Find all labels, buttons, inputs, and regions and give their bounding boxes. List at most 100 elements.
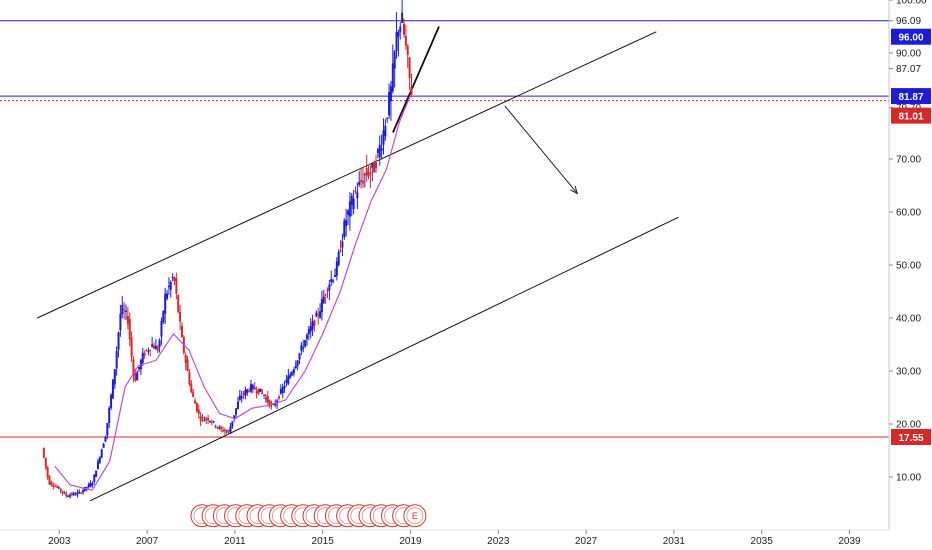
event-markers: E <box>190 504 427 528</box>
candle-body <box>406 46 409 55</box>
x-tick-label: 2039 <box>838 536 861 547</box>
candle-body <box>287 375 290 385</box>
candle-body <box>115 350 118 369</box>
y-tick-label: 10.00 <box>896 473 921 484</box>
candle-body <box>250 384 253 392</box>
candle-body <box>188 372 191 385</box>
candle-body <box>130 338 133 357</box>
candle-body <box>76 492 79 495</box>
candle-body <box>345 220 348 227</box>
x-tick-label: 2007 <box>136 536 159 547</box>
candle-body <box>128 318 131 340</box>
candle-body <box>291 372 294 375</box>
candle-body <box>240 396 243 399</box>
x-tick-label: 2011 <box>224 536 246 547</box>
candle-body <box>57 487 60 489</box>
candle-body <box>347 210 350 215</box>
x-tick-label: 2027 <box>575 536 598 547</box>
candle-body <box>162 310 165 323</box>
candle-body <box>281 387 284 393</box>
candle-body <box>111 379 114 399</box>
candle-body <box>63 492 66 494</box>
candle-body <box>89 482 92 487</box>
candle-body <box>274 403 277 406</box>
candle-body <box>186 359 189 372</box>
candle-body <box>391 63 394 92</box>
candle-body <box>48 476 51 485</box>
trend-lines <box>37 26 679 502</box>
candle-body <box>65 493 68 496</box>
y-tick-label: 87.07 <box>896 64 921 75</box>
candle-body <box>141 352 144 363</box>
candle-body <box>360 179 363 182</box>
candle-body <box>171 277 174 279</box>
candle-body <box>42 447 45 458</box>
candle-body <box>233 415 236 420</box>
candle-body <box>333 275 336 278</box>
candle-body <box>117 332 120 350</box>
candle-body <box>317 314 320 316</box>
candle-body <box>410 87 413 95</box>
candle-body <box>145 349 148 351</box>
candle-body <box>229 426 232 434</box>
candle-body <box>356 192 359 199</box>
candle-body <box>253 387 256 390</box>
candle-body <box>285 379 288 383</box>
candle-body <box>110 394 113 408</box>
candle-body <box>395 32 398 52</box>
candle-body <box>44 457 47 468</box>
projection-arrow <box>504 105 579 195</box>
event-marker-ring <box>406 507 424 525</box>
candle-body <box>216 426 219 428</box>
candle-body <box>195 402 198 412</box>
candle-body <box>386 117 389 119</box>
y-tick-label: 90.00 <box>896 49 921 60</box>
candle-body <box>382 130 385 145</box>
candle-body <box>361 180 364 184</box>
candle-body <box>197 409 200 414</box>
candle-body <box>82 490 85 493</box>
candle-body <box>121 304 124 315</box>
candle-body <box>156 347 159 352</box>
candle-body <box>91 483 94 486</box>
price-badge-label-0: 96.00 <box>898 33 923 44</box>
candle-body <box>220 427 223 429</box>
candle-body <box>167 285 170 288</box>
candle-body <box>298 353 301 360</box>
candle-body <box>203 419 206 422</box>
y-tick-label: 70.00 <box>896 155 921 166</box>
candle-body <box>184 355 187 363</box>
candle-body <box>61 491 64 493</box>
candle-body <box>104 437 107 442</box>
candle-body <box>93 474 96 482</box>
candle-body <box>272 404 275 406</box>
candle-body <box>175 278 178 294</box>
candle-body <box>326 289 329 292</box>
candle-body <box>311 321 314 330</box>
candle-body <box>124 310 127 312</box>
candle-body <box>378 144 381 158</box>
candle-body <box>307 329 310 335</box>
candle-body <box>388 91 391 116</box>
candle-body <box>363 174 366 176</box>
price-badge-label-2: 81.01 <box>898 112 923 123</box>
channel-upper-line <box>37 31 657 319</box>
candle-body <box>257 388 260 394</box>
candle-body <box>279 388 282 394</box>
y-tick-label: 30.00 <box>896 367 921 378</box>
candle-body <box>147 350 150 352</box>
candle-body <box>149 350 152 352</box>
candle-body <box>242 393 245 395</box>
candle-body <box>223 429 226 432</box>
candle-body <box>369 172 372 174</box>
x-tick-label: 2035 <box>751 536 774 547</box>
candle-body <box>69 495 72 497</box>
price-badge-3 <box>891 428 931 445</box>
price-badge-0 <box>891 28 931 45</box>
candle-body <box>85 487 88 489</box>
price-axis[interactable]: 10.0020.0030.0040.0050.0060.0070.0079.70… <box>889 0 927 484</box>
time-axis[interactable]: 2003 2007 2011 2015 2019 2023 2027 2031 2035 2039 <box>48 530 861 547</box>
candle-body <box>315 312 318 317</box>
candle-body <box>74 494 77 496</box>
